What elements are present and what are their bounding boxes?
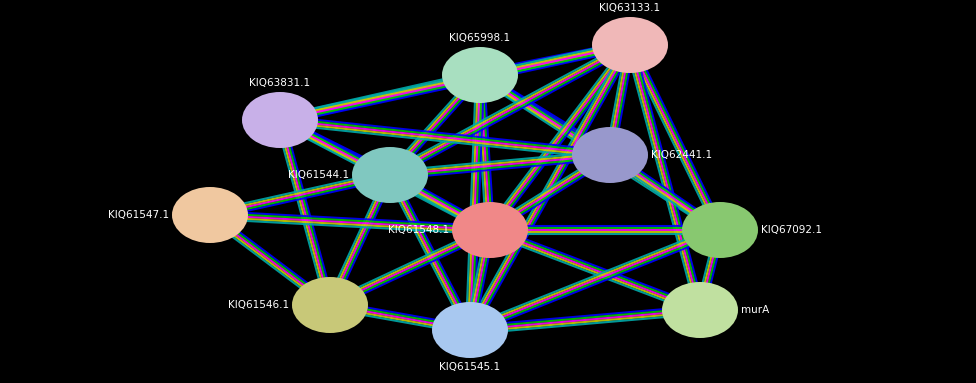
Text: KIQ61546.1: KIQ61546.1 xyxy=(227,300,289,310)
Ellipse shape xyxy=(682,202,758,258)
Text: murA: murA xyxy=(741,305,769,315)
Text: KIQ61544.1: KIQ61544.1 xyxy=(288,170,349,180)
Text: KIQ63831.1: KIQ63831.1 xyxy=(250,78,310,88)
Ellipse shape xyxy=(292,277,368,333)
Ellipse shape xyxy=(442,47,518,103)
Ellipse shape xyxy=(662,282,738,338)
Ellipse shape xyxy=(572,127,648,183)
Ellipse shape xyxy=(352,147,428,203)
Text: KIQ67092.1: KIQ67092.1 xyxy=(761,225,822,235)
Ellipse shape xyxy=(172,187,248,243)
Ellipse shape xyxy=(432,302,508,358)
Text: KIQ61548.1: KIQ61548.1 xyxy=(387,225,449,235)
Text: KIQ63133.1: KIQ63133.1 xyxy=(599,3,661,13)
Text: KIQ61547.1: KIQ61547.1 xyxy=(108,210,169,220)
Text: KIQ65998.1: KIQ65998.1 xyxy=(449,33,510,43)
Text: KIQ61545.1: KIQ61545.1 xyxy=(439,362,501,372)
Text: KIQ62441.1: KIQ62441.1 xyxy=(651,150,712,160)
Ellipse shape xyxy=(452,202,528,258)
Ellipse shape xyxy=(592,17,668,73)
Ellipse shape xyxy=(242,92,318,148)
